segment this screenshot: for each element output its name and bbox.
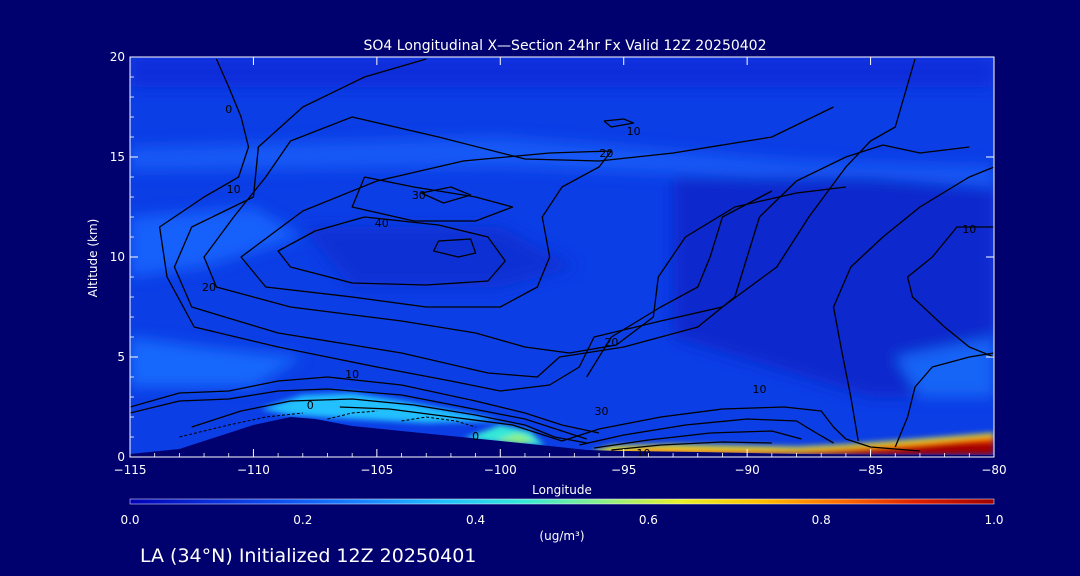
chart-title: SO4 Longitudinal X—Section 24hr Fx Valid… xyxy=(364,38,767,54)
contour-label-14: 0 xyxy=(225,103,232,116)
contour-line-40b xyxy=(351,176,514,222)
contour-label-10: 40 xyxy=(375,217,389,230)
x-tick-label: −90 xyxy=(734,463,759,477)
dashed-contour-neg1 xyxy=(179,412,303,438)
dashed-contour-neg3 xyxy=(327,410,377,420)
colorbar xyxy=(129,498,995,505)
field-band-3 xyxy=(673,177,994,397)
contour-label-11: 10 xyxy=(962,223,976,236)
x-tick-label: −110 xyxy=(237,463,270,477)
field-band-1 xyxy=(130,137,994,187)
contour-label-3: 10 xyxy=(627,125,641,138)
x-tick-label: −115 xyxy=(114,463,147,477)
contour-line-eastC xyxy=(906,226,994,358)
contour-line-east2 xyxy=(579,418,834,446)
field-band-2 xyxy=(130,207,303,277)
field-bands xyxy=(130,57,994,397)
heat-region-6 xyxy=(771,443,994,455)
contour-line-30 xyxy=(203,106,846,354)
contour-labels: 10 10 10 10 10 20 20 20 30 30 40 10 0 0 0 xyxy=(202,103,976,460)
contour-label-9: 30 xyxy=(594,405,608,418)
x-tick-label: −95 xyxy=(611,463,636,477)
contour-line-east3 xyxy=(593,430,802,449)
field-band-4 xyxy=(302,227,575,287)
colorbar-tick-label: 0.0 xyxy=(120,513,139,527)
contour-label-12: 0 xyxy=(307,399,314,412)
contour-label-6: 20 xyxy=(599,147,613,160)
contour-label-13: 0 xyxy=(472,430,479,443)
contour-label-4: 10 xyxy=(636,447,650,460)
x-tick-label: −105 xyxy=(360,463,393,477)
dashed-contour-neg2 xyxy=(401,416,476,428)
y-tick-label: 10 xyxy=(110,250,125,264)
colorbar-ticks: 0.0 0.2 0.4 0.6 0.8 1.0 xyxy=(120,513,1003,527)
contour-line-west2 xyxy=(130,388,587,440)
contour-line-10 xyxy=(158,58,916,392)
colorbar-tick-label: 0.4 xyxy=(466,513,485,527)
plot-area: 10 10 10 10 10 20 20 20 30 30 40 10 0 0 0 xyxy=(130,57,994,460)
x-axis: −115 −110 −105 −100 −95 −90 −85 −80 xyxy=(114,57,1007,477)
y-axis: 0 5 10 15 20 xyxy=(110,50,994,464)
contour-line-east4 xyxy=(611,441,772,451)
y-tick-label: 0 xyxy=(117,450,125,464)
x-axis-label: Longitude xyxy=(532,483,592,497)
contour-line-50 xyxy=(277,216,506,286)
contour-line-20 xyxy=(173,58,970,378)
colorbar-tick-label: 0.2 xyxy=(293,513,312,527)
contour-line-east1 xyxy=(561,406,920,452)
contour-line-west4 xyxy=(339,406,563,442)
footer-init-text: LA (34°N) Initialized 12Z 20250401 xyxy=(140,545,476,567)
field-band-0 xyxy=(130,57,994,87)
contour-line-40 xyxy=(240,150,612,308)
contour-line-70 xyxy=(603,118,635,128)
colorbar-tick-label: 0.8 xyxy=(812,513,831,527)
y-axis-label: Altitude (km) xyxy=(86,219,100,298)
contour-line-60b xyxy=(421,186,472,204)
y-tick-label: 20 xyxy=(110,50,125,64)
contour-label-0: 10 xyxy=(227,183,241,196)
contour-line-60 xyxy=(432,238,477,258)
field-band-5 xyxy=(130,337,303,387)
contour-label-8: 30 xyxy=(412,189,426,202)
y-tick-label: 5 xyxy=(117,350,125,364)
contour-lines xyxy=(130,58,994,452)
contour-label-5: 20 xyxy=(202,281,216,294)
x-tick-label: −100 xyxy=(484,463,517,477)
contour-label-2: 10 xyxy=(345,368,359,381)
terrain-mask xyxy=(130,417,994,457)
colorbar-tick-label: 0.6 xyxy=(639,513,658,527)
y-tick-label: 15 xyxy=(110,150,125,164)
contour-line-eastD xyxy=(894,352,994,448)
x-tick-label: −80 xyxy=(981,463,1006,477)
contour-label-7: 20 xyxy=(604,336,618,349)
contour-line-eastB xyxy=(832,166,994,442)
contour-label-1: 10 xyxy=(752,383,766,396)
x-tick-label: −85 xyxy=(858,463,883,477)
contour-line-west1 xyxy=(130,376,600,434)
colorbar-units: (ug/m³) xyxy=(539,529,584,543)
contour-line-west3 xyxy=(191,398,587,444)
contour-line-eastA xyxy=(586,190,773,378)
colorbar-tick-label: 1.0 xyxy=(984,513,1003,527)
